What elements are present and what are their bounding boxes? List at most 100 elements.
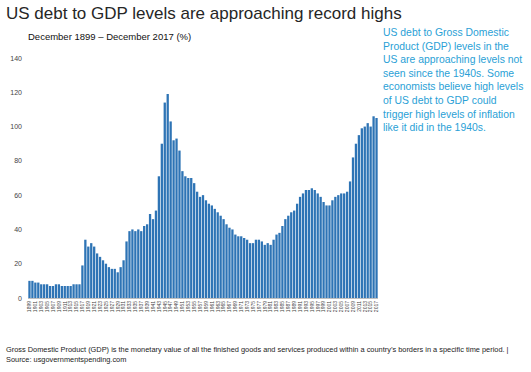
bar [67,286,69,298]
bar [137,229,139,298]
bar [158,176,160,298]
bar [90,243,92,298]
bar [205,200,207,298]
bar [46,284,48,298]
annotation: US debt to Gross Domestic Product (GDP) … [383,26,525,135]
bar [99,257,101,298]
bar [175,139,177,298]
bar [81,265,83,298]
y-tick-label: 0 [18,295,22,302]
bar [314,190,316,298]
bar [105,264,107,298]
bar [364,127,366,298]
bar [120,267,122,298]
bar [317,193,319,298]
bar [214,209,216,298]
bar [220,216,222,298]
footnote: Gross Domestic Product (GDP) is the mone… [6,345,521,365]
bar [231,229,233,298]
y-tick-label: 120 [10,89,22,96]
bar [55,284,57,298]
bar [152,219,154,298]
bar [78,284,80,298]
bar [320,197,322,298]
bar [281,226,283,298]
bar [161,144,163,298]
bar [296,204,298,298]
bar [346,192,348,298]
bar [287,216,289,298]
bar [190,178,192,298]
bar [325,205,327,298]
bar [358,135,360,298]
bar [164,103,166,298]
bar [299,197,301,298]
bar [293,211,295,298]
bar [240,236,242,298]
bar [275,235,277,298]
bar [72,284,74,298]
y-tick-label: 60 [14,192,22,199]
bar [375,118,377,298]
bar [249,243,251,298]
bar [84,240,86,298]
y-tick-label: 40 [14,226,22,233]
bar [311,188,313,298]
y-tick-label: 20 [14,260,22,267]
bar [308,190,310,298]
bar [31,281,33,298]
bar [37,283,39,298]
bar [34,283,36,298]
subtitle: December 1899 – December 2017 (%) [28,31,191,42]
bar [370,127,372,298]
bar [140,231,142,298]
bar [208,204,210,298]
bar [64,286,66,298]
bar [58,284,60,298]
bar [237,236,239,298]
bar [61,286,63,298]
bar [202,195,204,298]
bar [246,240,248,298]
x-axis [28,298,378,299]
bar [272,240,274,298]
bar [93,247,95,298]
bar [234,235,236,298]
bar [302,193,304,298]
bar [43,284,45,298]
bar [284,219,286,298]
bar [199,197,201,298]
bar [322,202,324,298]
bar [114,269,116,298]
bar [361,128,363,298]
bar [193,183,195,298]
bar [252,243,254,298]
bar [49,286,51,298]
bar [222,219,224,298]
bar [170,121,172,298]
bar [243,238,245,298]
bar [261,241,263,298]
chart: 0204060801001201401899190119031905190719… [0,0,531,372]
bar [267,243,269,298]
bar [217,212,219,298]
y-tick-label: 80 [14,157,22,164]
bar [290,212,292,298]
bar [75,284,77,298]
bar [225,224,227,298]
bar [355,144,357,298]
bar [87,247,89,298]
bar [40,284,42,298]
bar [143,226,145,298]
y-tick-label: 100 [10,123,22,130]
bar [134,231,136,298]
bar [305,190,307,298]
bar [111,269,113,298]
x-tick-label: 2017 [373,301,379,312]
bar [146,224,148,298]
bar [155,211,157,298]
bar [117,272,119,298]
bar [255,240,257,298]
bar [131,229,133,298]
bar [328,205,330,298]
